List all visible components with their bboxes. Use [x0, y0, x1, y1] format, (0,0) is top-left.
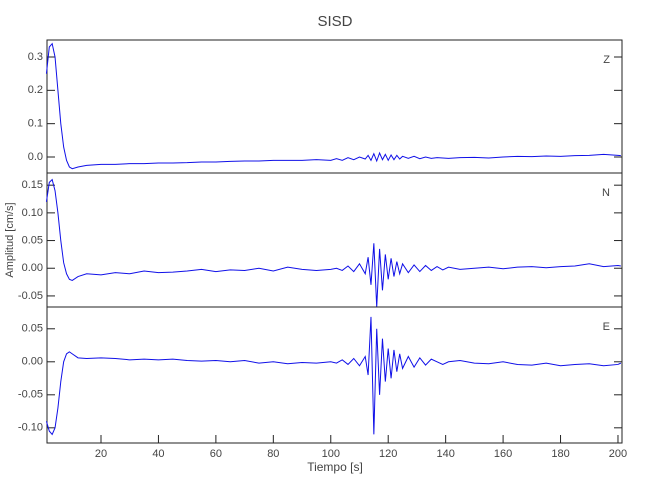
- waveform: [45, 178, 621, 308]
- panel-frame: [46, 172, 623, 308]
- y-tick-label: 0.05: [22, 234, 43, 246]
- panel-frame: [46, 39, 623, 174]
- y-tick-label: -0.05: [18, 290, 43, 302]
- y-tick-label: 0.10: [22, 207, 43, 219]
- x-tick-label: 60: [210, 448, 222, 460]
- y-tick-label: 0.00: [22, 356, 43, 368]
- chart-title: SISD: [317, 13, 352, 30]
- y-tick-label: -0.05: [18, 389, 43, 401]
- y-tick-label: 0.0: [28, 151, 43, 163]
- x-tick-label: 120: [379, 448, 397, 460]
- x-tick-label: 20: [95, 448, 107, 460]
- x-axis-label: Tiempo [s]: [307, 460, 363, 474]
- component-label: E: [603, 321, 610, 333]
- y-tick-label: -0.10: [18, 422, 43, 434]
- waveform: [45, 42, 621, 170]
- y-axis-label: Amplitud [cm/s]: [4, 202, 16, 277]
- waveform: [45, 316, 622, 436]
- x-tick-label: 80: [267, 448, 279, 460]
- panel-frame: [46, 306, 623, 444]
- component-label: N: [602, 187, 610, 199]
- y-tick-label: 0.3: [28, 51, 43, 63]
- y-tick-label: 0.05: [22, 323, 43, 335]
- x-tick-label: 200: [609, 448, 627, 460]
- x-tick-label: 160: [494, 448, 512, 460]
- x-tick-label: 180: [551, 448, 569, 460]
- y-tick-label: 0.1: [28, 118, 43, 130]
- x-tick-label: 40: [152, 448, 164, 460]
- y-tick-label: 0.00: [22, 262, 43, 274]
- y-tick-label: 0.15: [22, 179, 43, 191]
- component-label: Z: [603, 54, 610, 66]
- x-tick-label: 140: [436, 448, 454, 460]
- x-tick-label: 100: [322, 448, 340, 460]
- y-tick-label: 0.2: [28, 84, 43, 96]
